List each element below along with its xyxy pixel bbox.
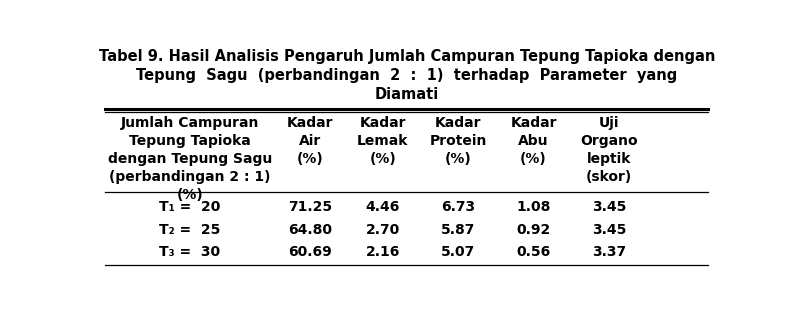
Text: Tepung  Sagu  (perbandingan  2  :  1)  terhadap  Parameter  yang: Tepung Sagu (perbandingan 2 : 1) terhada…: [137, 68, 677, 83]
Text: Jumlah Campuran
Tepung Tapioka
dengan Tepung Sagu
(perbandingan 2 : 1)
(%): Jumlah Campuran Tepung Tapioka dengan Te…: [108, 116, 272, 202]
Text: 6.73: 6.73: [441, 200, 476, 214]
Text: 2.70: 2.70: [366, 223, 400, 237]
Text: 71.25: 71.25: [288, 200, 333, 214]
Text: 3.45: 3.45: [592, 200, 626, 214]
Text: Kadar
Abu
(%): Kadar Abu (%): [511, 116, 557, 166]
Text: T₁ =  20: T₁ = 20: [159, 200, 221, 214]
Text: 2.16: 2.16: [365, 245, 400, 259]
Text: Uji
Organo
leptik
(skor): Uji Organo leptik (skor): [580, 116, 638, 184]
Text: T₃ =  30: T₃ = 30: [160, 245, 221, 259]
Text: T₂ =  25: T₂ = 25: [159, 223, 221, 237]
Text: 5.07: 5.07: [441, 245, 476, 259]
Text: Kadar
Lemak
(%): Kadar Lemak (%): [357, 116, 408, 166]
Text: 0.56: 0.56: [516, 245, 551, 259]
Text: 60.69: 60.69: [288, 245, 333, 259]
Text: Diamati: Diamati: [375, 87, 439, 102]
Text: 4.46: 4.46: [365, 200, 400, 214]
Text: 3.45: 3.45: [592, 223, 626, 237]
Text: 0.92: 0.92: [516, 223, 551, 237]
Text: 5.87: 5.87: [441, 223, 476, 237]
Text: Kadar
Air
(%): Kadar Air (%): [287, 116, 333, 166]
Text: 1.08: 1.08: [516, 200, 551, 214]
Text: Tabel 9. Hasil Analisis Pengaruh Jumlah Campuran Tepung Tapioka dengan: Tabel 9. Hasil Analisis Pengaruh Jumlah …: [98, 49, 715, 64]
Text: 64.80: 64.80: [288, 223, 333, 237]
Text: 3.37: 3.37: [592, 245, 626, 259]
Text: Kadar
Protein
(%): Kadar Protein (%): [430, 116, 487, 166]
